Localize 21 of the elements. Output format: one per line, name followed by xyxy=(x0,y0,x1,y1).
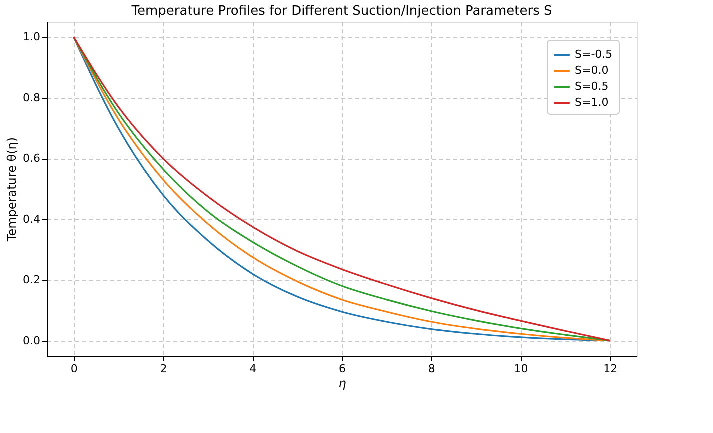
x-tick-label: 12 xyxy=(604,362,618,376)
legend-label: S=-0.5 xyxy=(575,48,613,61)
y-tick-label: 0.4 xyxy=(23,212,40,226)
y-tick-label: 1.0 xyxy=(23,30,40,44)
legend-label: S=0.5 xyxy=(575,80,609,93)
x-tick-label: 10 xyxy=(514,362,528,376)
x-tick-label: 8 xyxy=(428,362,436,376)
y-tick-label: 0.0 xyxy=(23,334,40,348)
x-axis-title: η xyxy=(338,376,347,390)
chart-title: Temperature Profiles for Different Suction/Injection Parameters S xyxy=(130,4,552,19)
x-tick-label: 2 xyxy=(160,362,168,376)
y-tick-label: 0.2 xyxy=(23,274,40,287)
x-tick-label: 4 xyxy=(250,362,257,376)
y-axis-title: Temperature θ(η) xyxy=(5,137,20,243)
legend-label: S=0.0 xyxy=(575,64,609,77)
legend-label: S=1.0 xyxy=(575,96,609,109)
x-tick-label: 6 xyxy=(339,362,346,376)
x-tick-label: 0 xyxy=(70,362,78,376)
line-series xyxy=(73,36,611,342)
y-tick-label: 0.8 xyxy=(23,91,40,104)
y-tick-label: 0.6 xyxy=(23,152,40,166)
